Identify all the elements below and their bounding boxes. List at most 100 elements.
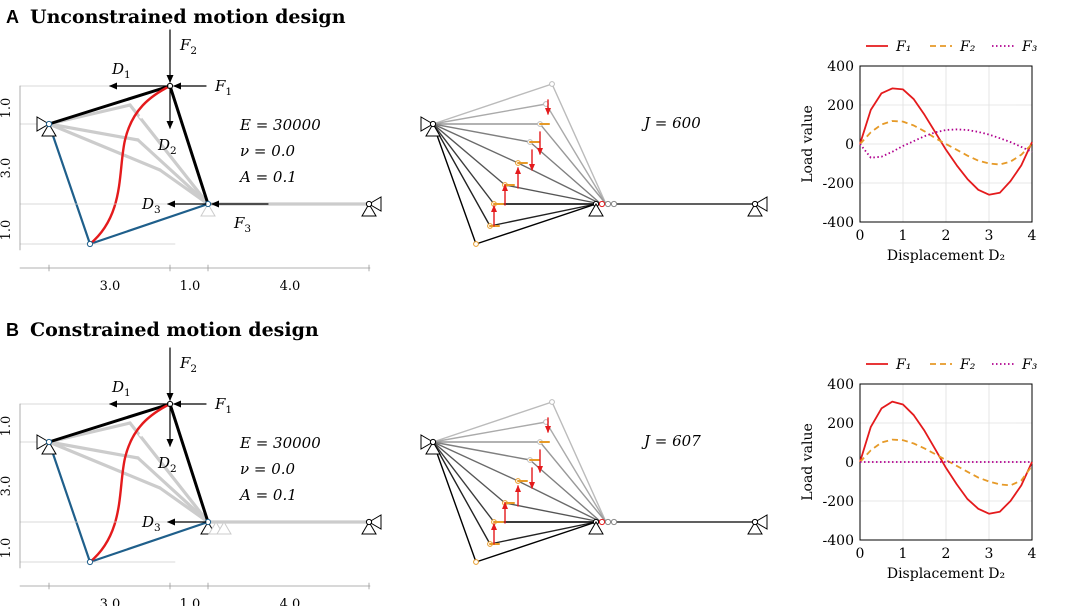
x-tick-label: 0 xyxy=(856,228,865,244)
displacement-label-d3: D3 xyxy=(141,195,161,216)
y-tick-label: 200 xyxy=(827,416,854,432)
frame-member xyxy=(432,441,491,545)
panel-a: A Unconstrained motion design xyxy=(6,6,346,28)
displacement-label-d3-sub: 3 xyxy=(154,522,161,534)
pin-support-icon xyxy=(747,203,763,217)
frame-node xyxy=(604,200,612,208)
deformation-frames-a: J = 600 xyxy=(420,81,768,247)
x-tick-label: 4 xyxy=(1028,228,1037,244)
y-tick-label: -200 xyxy=(823,494,854,510)
panel-title: Unconstrained motion design xyxy=(30,6,346,28)
pin-support-icon xyxy=(425,441,441,455)
member xyxy=(168,84,210,206)
frame-node xyxy=(751,200,759,208)
dimension-label: 1.0 xyxy=(180,279,201,294)
force-label-f1: F1 xyxy=(214,395,232,416)
roller-support-icon xyxy=(368,196,382,212)
displacement-label-d3-sub: 3 xyxy=(154,204,161,216)
dimension-label: 1.0 xyxy=(0,538,14,559)
truss-diagram-b: 1.0 3.0 1.0 3.0 1.0 4.0 F2 F1 D1 D2 D3 E = 30000 ν =… xyxy=(0,347,382,606)
frame-member xyxy=(432,123,491,227)
ghost-member xyxy=(128,421,210,524)
frame-member xyxy=(504,184,602,205)
material-parameter: A = 0.1 xyxy=(238,168,297,186)
series-line-3 xyxy=(859,128,1033,159)
force-label-f2: F2 xyxy=(179,354,197,375)
displacement-label-d3: D3 xyxy=(141,513,161,534)
force-label-f2-sub: 2 xyxy=(190,45,197,57)
frame-member xyxy=(432,123,506,186)
pin-support-icon xyxy=(747,521,763,535)
series-line-2 xyxy=(859,120,1033,166)
y-tick-label: -400 xyxy=(823,215,854,231)
dimension-label: 4.0 xyxy=(280,597,301,606)
node xyxy=(86,558,94,566)
panel-letter: A xyxy=(6,7,19,27)
member xyxy=(47,402,172,444)
truss-diagram-a: 1.0 3.0 1.0 3.0 1.0 4.0 F2 F1 D1 D2 D3 F3 E = 30000 ν… xyxy=(0,29,382,294)
panel-letter: B xyxy=(6,320,19,340)
force-label-f2: F2 xyxy=(179,36,197,57)
legend-label: F₂ xyxy=(959,39,976,55)
member xyxy=(47,84,172,126)
y-tick-label: -200 xyxy=(823,176,854,192)
x-axis-label: Displacement D₂ xyxy=(887,566,1005,582)
displacement-label-d2: D2 xyxy=(157,454,177,475)
x-tick-label: 1 xyxy=(899,546,908,562)
frame-member xyxy=(545,103,607,205)
displacement-label-d2-sub: 2 xyxy=(170,463,177,475)
node xyxy=(45,438,53,446)
force-label-f1-sub: 1 xyxy=(225,404,232,416)
force-label-f1: F1 xyxy=(214,77,232,98)
legend-label: F₃ xyxy=(1021,39,1038,55)
x-tick-label: 4 xyxy=(1028,546,1037,562)
legend-label: F₂ xyxy=(959,357,976,373)
frame-member xyxy=(489,521,597,545)
panel-b: B Constrained motion design xyxy=(6,319,319,341)
roller-support-icon xyxy=(754,514,768,530)
frame-member xyxy=(432,441,519,482)
frame-node xyxy=(429,120,437,128)
frame-member xyxy=(432,401,553,443)
pin-support-icon xyxy=(588,203,604,217)
ghost-member xyxy=(158,168,210,206)
frame-member xyxy=(432,123,495,205)
legend-label: F₁ xyxy=(895,39,911,55)
roller-support-icon xyxy=(36,434,50,450)
pin-support-icon xyxy=(41,123,57,137)
material-parameter: ν = 0.0 xyxy=(240,142,296,160)
roller-support-icon xyxy=(36,116,50,132)
node xyxy=(365,200,373,208)
y-tick-label: 400 xyxy=(827,59,854,75)
roller-support-icon xyxy=(754,196,768,212)
frame-member xyxy=(432,123,519,164)
ghost-member xyxy=(47,122,140,142)
y-tick-label: 200 xyxy=(827,98,854,114)
displacement-label-d1: D1 xyxy=(111,60,131,81)
frame-node xyxy=(610,200,618,208)
legend-label: F₁ xyxy=(895,357,911,373)
ghost-member xyxy=(136,456,210,524)
trajectory-curve xyxy=(89,402,171,563)
member xyxy=(88,202,210,246)
member xyxy=(88,520,210,564)
ghost-member xyxy=(136,138,210,206)
trajectory-gap xyxy=(138,103,152,119)
material-parameter: E = 30000 xyxy=(239,434,321,452)
objective-value: J = 607 xyxy=(641,432,701,450)
frame-member xyxy=(539,123,607,205)
dimension-label: 3.0 xyxy=(100,279,121,294)
frame-member xyxy=(475,203,597,245)
frame-member xyxy=(489,203,597,227)
frame-member xyxy=(432,103,547,125)
material-parameter: A = 0.1 xyxy=(238,486,297,504)
material-parameter: ν = 0.0 xyxy=(240,460,296,478)
force-label-f3-sub: 3 xyxy=(244,223,251,235)
series-line-2 xyxy=(859,438,1033,487)
y-tick-label: 400 xyxy=(827,377,854,393)
y-tick-label: -400 xyxy=(823,533,854,549)
frame-node xyxy=(549,399,555,405)
frame-member xyxy=(432,441,531,461)
